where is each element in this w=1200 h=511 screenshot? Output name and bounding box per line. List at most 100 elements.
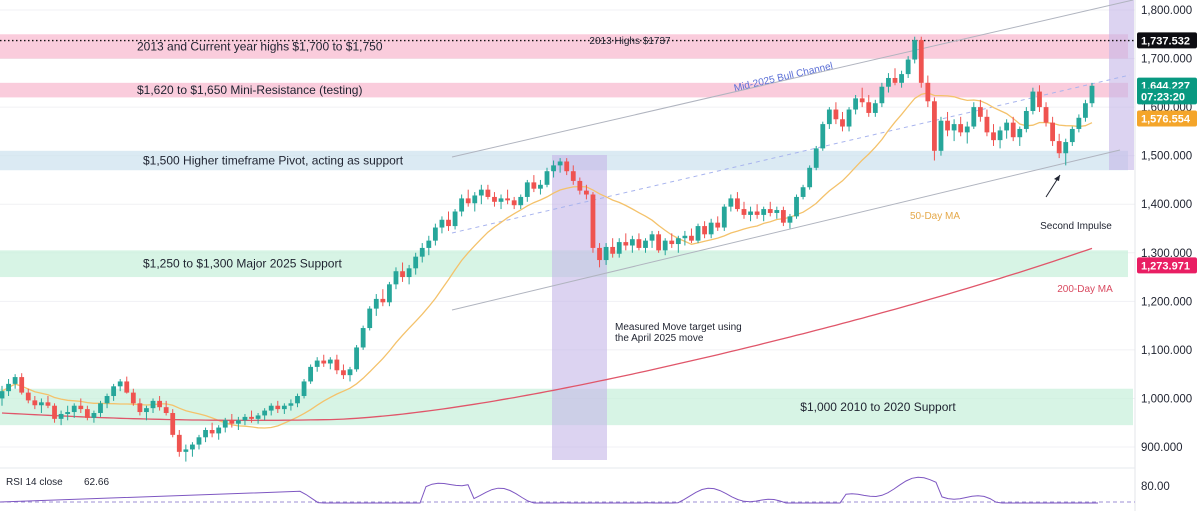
- candle-body-79: [518, 196, 524, 206]
- candle-body-36: [235, 420, 241, 424]
- candle-body-1: [6, 383, 11, 392]
- candle-body-147: [964, 126, 970, 133]
- candle-body-104: [682, 235, 688, 239]
- candle-body-160: [1050, 122, 1056, 142]
- ma50-label: 50-Day MA: [910, 211, 960, 222]
- candle-body-144: [945, 120, 950, 131]
- measured-move-label-line2: the April 2025 move: [615, 333, 704, 344]
- candle-body-19: [124, 381, 130, 393]
- candle-body-161: [1056, 141, 1062, 154]
- candle-body-88: [577, 180, 583, 191]
- price-badge-text-0: 1,737.532: [1141, 35, 1190, 47]
- candle-body-130: [853, 98, 859, 110]
- candle-body-90: [590, 194, 596, 248]
- candle-body-117: [767, 209, 773, 213]
- price-badge-text-3: 1,576.554: [1141, 113, 1191, 125]
- candle-body-113: [741, 209, 747, 215]
- candle-body-30: [196, 437, 202, 445]
- candle-body-97: [636, 239, 642, 248]
- candle-body-81: [531, 182, 537, 189]
- candle-body-145: [951, 124, 957, 131]
- candle-body-68: [446, 219, 451, 227]
- candle-body-164: [1076, 117, 1082, 129]
- zone-label-1: $1,620 to $1,650 Mini-Resistance (testin…: [137, 83, 362, 97]
- candle-body-110: [721, 206, 727, 228]
- candle-body-125: [820, 124, 826, 149]
- candle-body-73: [478, 189, 484, 196]
- zone-label-2: $1,500 Higher timeframe Pivot, acting as…: [143, 154, 404, 168]
- candle-body-96: [629, 239, 635, 246]
- candle-body-89: [583, 190, 589, 195]
- candle-body-108: [708, 222, 714, 235]
- candle-body-52: [341, 370, 346, 376]
- candle-body-146: [958, 124, 964, 133]
- highs-line-label: 2013 Highs $1737: [589, 36, 671, 47]
- candle-body-87: [570, 171, 576, 181]
- candle-body-42: [275, 405, 281, 410]
- candle-body-28: [183, 449, 189, 452]
- zone-label-4: $1,000 2010 to 2020 Support: [800, 400, 956, 414]
- ma50-line: [1, 92, 1093, 429]
- candle-body-44: [288, 403, 294, 406]
- price-badge-bg-0: [1137, 32, 1197, 49]
- candle-body-137: [899, 74, 904, 83]
- candle-body-86: [564, 161, 570, 172]
- candle-body-47: [308, 366, 314, 382]
- ma200-line: [1, 247, 1093, 422]
- price-badge-bg-3: [1137, 110, 1197, 127]
- candle-body-57: [373, 298, 379, 309]
- zone-band-1: [0, 82, 1128, 98]
- candle-body-126: [826, 109, 832, 125]
- candle-body-61: [400, 271, 405, 278]
- candle-body-71: [465, 198, 471, 204]
- candle-body-62: [406, 268, 412, 278]
- candle-body-118: [774, 210, 780, 213]
- zone-band-0: [0, 34, 1128, 59]
- candle-body-20: [130, 392, 136, 404]
- candle-body-23: [150, 400, 156, 409]
- candle-body-33: [216, 427, 222, 434]
- candle-body-92: [603, 246, 609, 261]
- candle-body-54: [354, 347, 359, 370]
- candle-body-91: [597, 247, 602, 261]
- support-resistance-zones: [0, 34, 1133, 426]
- candle-body-17: [111, 386, 117, 397]
- candle-body-112: [735, 198, 740, 210]
- candle-body-9: [58, 413, 64, 419]
- measured-move-box: [552, 155, 607, 460]
- rsi-label: RSI 14 close: [6, 477, 63, 488]
- candle-body-5: [32, 400, 38, 406]
- candle-body-95: [623, 242, 629, 246]
- candle-body-153: [1004, 122, 1010, 131]
- candle-body-123: [807, 167, 813, 188]
- projection-box-right: [1109, 0, 1134, 170]
- candle-body-106: [695, 226, 701, 241]
- candle-body-159: [1043, 107, 1049, 123]
- rsi-pane: RSI 14 close 62.66 80.00: [0, 467, 1170, 504]
- candle-body-120: [787, 216, 793, 223]
- candle-body-105: [689, 235, 694, 241]
- candle-body-0: [0, 391, 5, 399]
- candle-body-80: [524, 182, 530, 197]
- candle-body-102: [669, 240, 675, 245]
- candle-body-51: [334, 359, 340, 371]
- candle-body-116: [761, 209, 767, 215]
- candle-body-16: [104, 396, 110, 404]
- candle-body-67: [439, 219, 445, 228]
- candle-body-154: [1010, 122, 1016, 138]
- candle-body-60: [393, 271, 399, 285]
- candle-body-75: [492, 196, 497, 202]
- candle-body-155: [1017, 128, 1023, 138]
- candle-body-101: [662, 240, 668, 251]
- candle-body-149: [977, 107, 983, 117]
- candle-body-148: [971, 107, 977, 127]
- candle-body-22: [144, 408, 149, 413]
- candle-body-32: [209, 430, 215, 434]
- candle-body-15: [98, 403, 103, 414]
- rsi-value: 62.66: [84, 477, 109, 488]
- candle-body-100: [656, 234, 662, 251]
- candle-body-6: [38, 402, 44, 406]
- candle-body-56: [367, 308, 373, 329]
- candle-body-24: [157, 400, 162, 408]
